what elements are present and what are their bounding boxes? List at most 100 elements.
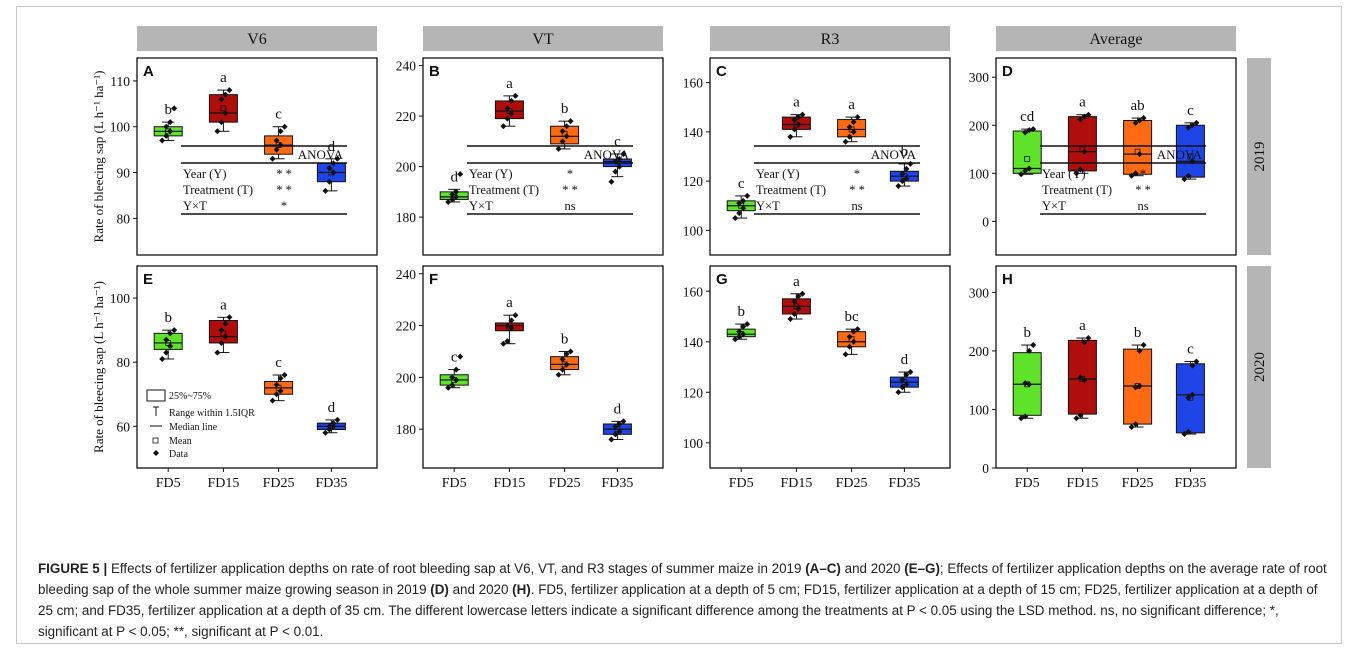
caption-text-2: and 2020 bbox=[840, 561, 905, 576]
panel-E: E 60 80 100 b FD5 a FD15 c FD25 d FD35 bbox=[110, 265, 378, 491]
data-point bbox=[1140, 342, 1147, 349]
data-point bbox=[903, 371, 910, 378]
y-tick-label: 200 bbox=[969, 344, 990, 359]
data-point bbox=[222, 91, 229, 98]
significance-letter: b bbox=[901, 144, 909, 160]
data-point bbox=[732, 336, 739, 343]
significance-letter: a bbox=[848, 97, 855, 113]
data-point bbox=[787, 316, 794, 323]
data-point bbox=[1189, 362, 1196, 369]
data-point bbox=[159, 137, 166, 144]
anova-row-value: ns bbox=[1137, 199, 1148, 213]
anova-table: ANOVA Year (Y) * Treatment (T) * * Y×T ns bbox=[467, 145, 633, 215]
data-point bbox=[167, 343, 174, 350]
data-point bbox=[273, 391, 280, 398]
significance-letter: a bbox=[220, 70, 227, 86]
data-point bbox=[504, 322, 511, 329]
panel-letter: G bbox=[716, 271, 728, 288]
significance-letter: b bbox=[164, 310, 172, 326]
data-point bbox=[281, 123, 288, 130]
data-point bbox=[854, 326, 861, 333]
caption-ref-2: (E–G) bbox=[904, 561, 940, 576]
significance-letter: d bbox=[328, 139, 336, 155]
data-point bbox=[163, 123, 170, 130]
data-point bbox=[167, 128, 174, 135]
stage-header-label: V6 bbox=[247, 31, 267, 48]
plot-frame bbox=[709, 265, 951, 469]
data-point bbox=[567, 348, 574, 355]
significance-letter: a bbox=[793, 95, 800, 111]
plot-frame bbox=[136, 265, 378, 469]
data-point bbox=[555, 371, 562, 378]
data-point bbox=[322, 429, 329, 436]
data-point bbox=[326, 426, 333, 433]
data-point bbox=[791, 126, 798, 133]
data-point bbox=[907, 369, 914, 376]
y-tick-label: 100 bbox=[683, 223, 704, 238]
data-point bbox=[846, 343, 853, 350]
data-point bbox=[1181, 431, 1188, 438]
significance-letter: a bbox=[1079, 95, 1086, 111]
data-point bbox=[504, 115, 511, 122]
y-tick-label: 140 bbox=[683, 125, 704, 140]
data-point bbox=[504, 338, 511, 345]
data-point bbox=[616, 163, 623, 170]
x-tick-label: FD5 bbox=[1015, 476, 1040, 491]
data-point bbox=[281, 372, 288, 379]
y-tick-label: 200 bbox=[396, 160, 417, 175]
data-point bbox=[1193, 358, 1200, 365]
mean-marker bbox=[220, 105, 227, 112]
data-point bbox=[795, 121, 802, 128]
data-point bbox=[1132, 170, 1139, 177]
data-point bbox=[167, 119, 174, 126]
data-point bbox=[167, 330, 174, 337]
data-point bbox=[1073, 415, 1080, 422]
data-point bbox=[273, 381, 280, 388]
anova-row-label: Y×T bbox=[469, 199, 493, 213]
y-tick-label: 90 bbox=[117, 166, 131, 181]
mean-marker bbox=[1187, 153, 1194, 160]
data-point bbox=[1026, 165, 1033, 172]
data-point bbox=[563, 351, 570, 358]
data-point bbox=[1193, 119, 1200, 126]
anova-row-value: * * bbox=[562, 183, 578, 197]
anova-row-value: * bbox=[1140, 167, 1146, 181]
data-point bbox=[563, 361, 570, 368]
significance-letter: a bbox=[506, 76, 513, 92]
data-point bbox=[1030, 342, 1037, 349]
stage-header-bar bbox=[996, 26, 1236, 51]
data-point bbox=[222, 320, 229, 327]
legend-median-label: Median line bbox=[169, 422, 218, 433]
data-point bbox=[842, 138, 849, 145]
data-point bbox=[453, 376, 460, 383]
box-fd25 bbox=[1123, 119, 1153, 175]
data-point bbox=[214, 349, 221, 356]
data-point bbox=[740, 197, 747, 204]
significance-letter: c bbox=[738, 176, 745, 192]
data-point bbox=[740, 205, 747, 212]
year-strip-bar bbox=[1247, 266, 1271, 468]
data-point bbox=[616, 156, 623, 163]
panel-letter: A bbox=[143, 63, 154, 80]
x-tick-label: FD35 bbox=[315, 476, 347, 491]
data-point bbox=[504, 105, 511, 112]
significance-letter: b bbox=[561, 101, 569, 117]
y-tick-label: 120 bbox=[683, 174, 704, 189]
anova-row-value: ns bbox=[564, 199, 575, 213]
data-point bbox=[787, 133, 794, 140]
significance-letter: d bbox=[450, 169, 458, 185]
data-point bbox=[555, 145, 562, 152]
data-point bbox=[1185, 394, 1192, 401]
data-point bbox=[1026, 347, 1033, 354]
box-fd35 bbox=[1175, 124, 1205, 178]
data-point bbox=[226, 314, 233, 321]
y-tick-label: 100 bbox=[683, 436, 704, 451]
caption-text-3: ; Effects of fertilizer application dept… bbox=[38, 561, 1327, 597]
data-point bbox=[512, 312, 519, 319]
data-point bbox=[453, 188, 460, 195]
anova-table: ANOVA Year (Y) * * Treatment (T) * * Y×T * bbox=[181, 145, 347, 215]
data-point bbox=[795, 114, 802, 121]
